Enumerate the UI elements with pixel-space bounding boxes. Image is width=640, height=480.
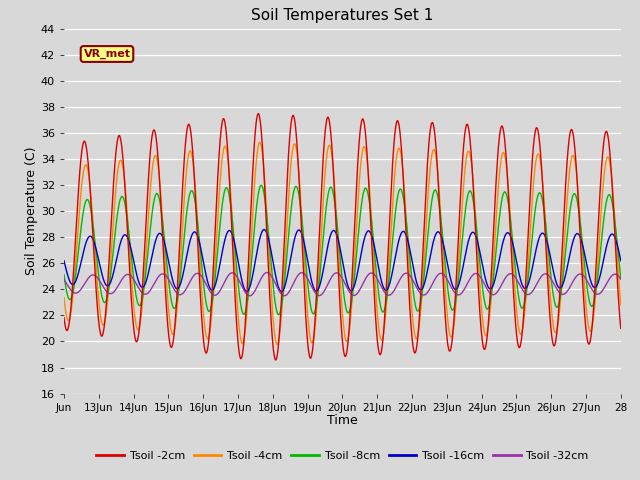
Text: VR_met: VR_met (83, 49, 131, 59)
Legend: Tsoil -2cm, Tsoil -4cm, Tsoil -8cm, Tsoil -16cm, Tsoil -32cm: Tsoil -2cm, Tsoil -4cm, Tsoil -8cm, Tsoi… (92, 446, 593, 466)
X-axis label: Time: Time (327, 414, 358, 427)
Title: Soil Temperatures Set 1: Soil Temperatures Set 1 (252, 9, 433, 24)
Y-axis label: Soil Temperature (C): Soil Temperature (C) (25, 147, 38, 276)
